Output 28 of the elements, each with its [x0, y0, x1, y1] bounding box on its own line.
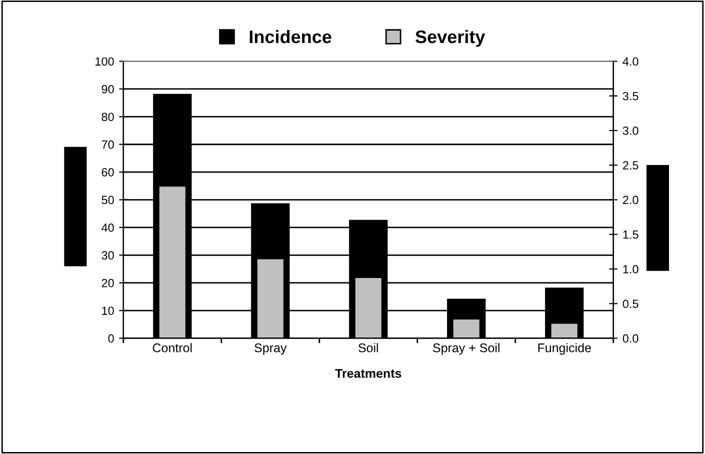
y2-tick-label: 2.0 — [622, 196, 638, 204]
y-tick-label: 10 — [102, 306, 114, 315]
y2-tick-label: 1.5 — [623, 230, 638, 239]
y-tick-label: 40 — [101, 223, 114, 232]
y2-tick-label: 1.0 — [623, 265, 638, 274]
x-tick-label: Spray — [254, 343, 287, 355]
y2-tick-label: 3.5 — [622, 92, 638, 100]
y-tick-label: 70 — [102, 140, 114, 149]
legend-label: Severity — [416, 30, 486, 47]
y-tick-label: 100 — [96, 57, 114, 66]
y-tick-label: 0 — [108, 334, 114, 343]
y-tick-label: 50 — [102, 196, 114, 204]
y-tick-label: 90 — [102, 85, 114, 94]
y-tick-label: 60 — [102, 168, 114, 176]
legend-label: Incidence — [250, 30, 332, 44]
y2-tick-label: 0.0 — [622, 334, 638, 343]
x-tick-label: Soil — [358, 343, 378, 352]
y-tick-label: 20 — [102, 278, 114, 288]
x-tick-label: Spray + Soil — [433, 343, 500, 355]
y2-tick-label: 3.0 — [622, 126, 638, 135]
x-tick-label: Control — [152, 343, 192, 352]
y2-tick-label: 0.5 — [622, 300, 638, 308]
y-tick-label: 80 — [102, 112, 114, 122]
y2-tick-label: 4.0 — [622, 57, 638, 66]
x-axis-title: Treatments — [335, 369, 402, 378]
y2-tick-label: 2.5 — [622, 161, 638, 170]
y-tick-label: 30 — [102, 251, 114, 260]
x-tick-label: Fungicide — [538, 343, 591, 355]
